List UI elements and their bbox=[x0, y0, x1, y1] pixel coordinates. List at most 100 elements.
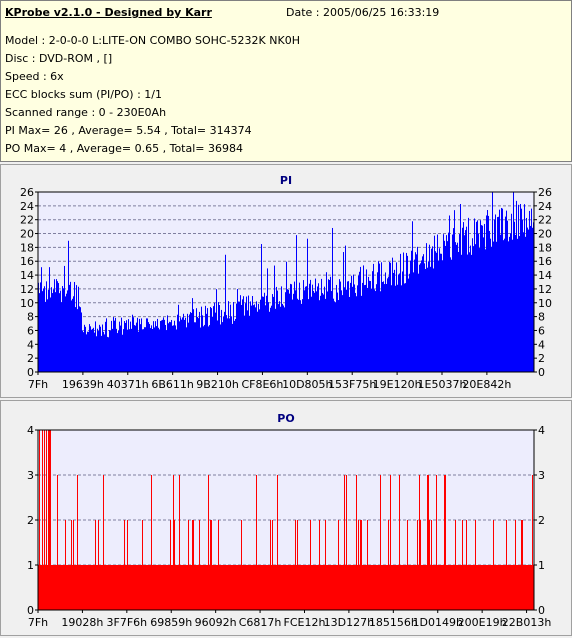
bar bbox=[509, 565, 510, 610]
bar bbox=[424, 565, 425, 610]
bar bbox=[208, 475, 209, 610]
bar bbox=[365, 284, 366, 372]
bar bbox=[440, 253, 441, 372]
bar bbox=[100, 326, 101, 372]
bar bbox=[144, 327, 145, 372]
bar bbox=[344, 475, 345, 610]
bar bbox=[119, 321, 120, 372]
bar bbox=[367, 287, 368, 372]
bar bbox=[132, 565, 133, 610]
y-tick-label-left: 6 bbox=[27, 324, 34, 337]
bar bbox=[307, 238, 308, 372]
bar bbox=[151, 325, 152, 372]
bar bbox=[463, 565, 464, 610]
bar bbox=[369, 565, 370, 610]
bar bbox=[91, 329, 92, 372]
bar bbox=[505, 565, 506, 610]
bar bbox=[261, 565, 262, 610]
bar bbox=[280, 565, 281, 610]
bar bbox=[71, 300, 72, 372]
bar bbox=[243, 296, 244, 372]
bar bbox=[366, 269, 367, 372]
bar bbox=[220, 324, 221, 372]
bar bbox=[412, 565, 413, 610]
bar bbox=[81, 565, 82, 610]
bar bbox=[458, 565, 459, 610]
bar bbox=[272, 294, 273, 372]
bar bbox=[523, 232, 524, 372]
bar bbox=[251, 305, 252, 372]
bar bbox=[408, 278, 409, 372]
bar bbox=[291, 284, 292, 372]
bar bbox=[474, 565, 475, 610]
bar bbox=[142, 520, 143, 610]
bar bbox=[283, 565, 284, 610]
bar bbox=[217, 320, 218, 372]
bar bbox=[343, 565, 344, 610]
bar bbox=[430, 565, 431, 610]
bar bbox=[199, 520, 200, 610]
bar bbox=[350, 565, 351, 610]
bar bbox=[476, 565, 477, 610]
y-tick-label-right: 16 bbox=[538, 255, 552, 268]
bar bbox=[486, 215, 487, 372]
bar bbox=[266, 295, 267, 372]
y-tick-label-right: 10 bbox=[538, 297, 552, 310]
bar bbox=[52, 565, 53, 610]
bar bbox=[481, 225, 482, 372]
bar bbox=[131, 328, 132, 372]
bar bbox=[282, 303, 283, 372]
bar bbox=[236, 303, 237, 372]
bar bbox=[443, 234, 444, 372]
bar bbox=[297, 298, 298, 372]
bar bbox=[504, 238, 505, 372]
bar bbox=[177, 565, 178, 610]
bar bbox=[78, 286, 79, 372]
bar bbox=[46, 281, 47, 372]
bar bbox=[253, 565, 254, 610]
bar bbox=[374, 565, 375, 610]
bar bbox=[497, 217, 498, 372]
bar bbox=[302, 565, 303, 610]
bar bbox=[130, 321, 131, 372]
bar bbox=[476, 221, 477, 372]
bar bbox=[451, 565, 452, 610]
bar bbox=[427, 475, 428, 610]
bar bbox=[42, 291, 43, 372]
bar bbox=[431, 248, 432, 372]
bar bbox=[217, 565, 218, 610]
bar bbox=[275, 565, 276, 610]
bar bbox=[209, 565, 210, 610]
bar bbox=[117, 565, 118, 610]
bar bbox=[201, 565, 202, 610]
bar bbox=[199, 311, 200, 372]
bar bbox=[411, 250, 412, 372]
bar bbox=[256, 301, 257, 372]
bar bbox=[524, 204, 525, 372]
bar bbox=[421, 565, 422, 610]
bar bbox=[218, 520, 219, 610]
bar bbox=[145, 327, 146, 372]
bar bbox=[153, 321, 154, 372]
bar bbox=[163, 317, 164, 372]
bar bbox=[310, 520, 311, 610]
bar bbox=[296, 565, 297, 610]
bar bbox=[352, 286, 353, 372]
bar bbox=[180, 317, 181, 372]
bar bbox=[367, 520, 368, 610]
bar bbox=[192, 520, 193, 610]
bar bbox=[410, 260, 411, 372]
bar bbox=[364, 285, 365, 372]
bar bbox=[66, 565, 67, 610]
bar bbox=[243, 565, 244, 610]
bar bbox=[512, 565, 513, 610]
bar bbox=[459, 565, 460, 610]
bar bbox=[276, 286, 277, 372]
bar bbox=[59, 293, 60, 372]
bar bbox=[234, 320, 235, 372]
bar bbox=[116, 565, 117, 610]
bar bbox=[247, 565, 248, 610]
bar bbox=[389, 565, 390, 610]
bar bbox=[268, 302, 269, 372]
bar bbox=[81, 312, 82, 372]
